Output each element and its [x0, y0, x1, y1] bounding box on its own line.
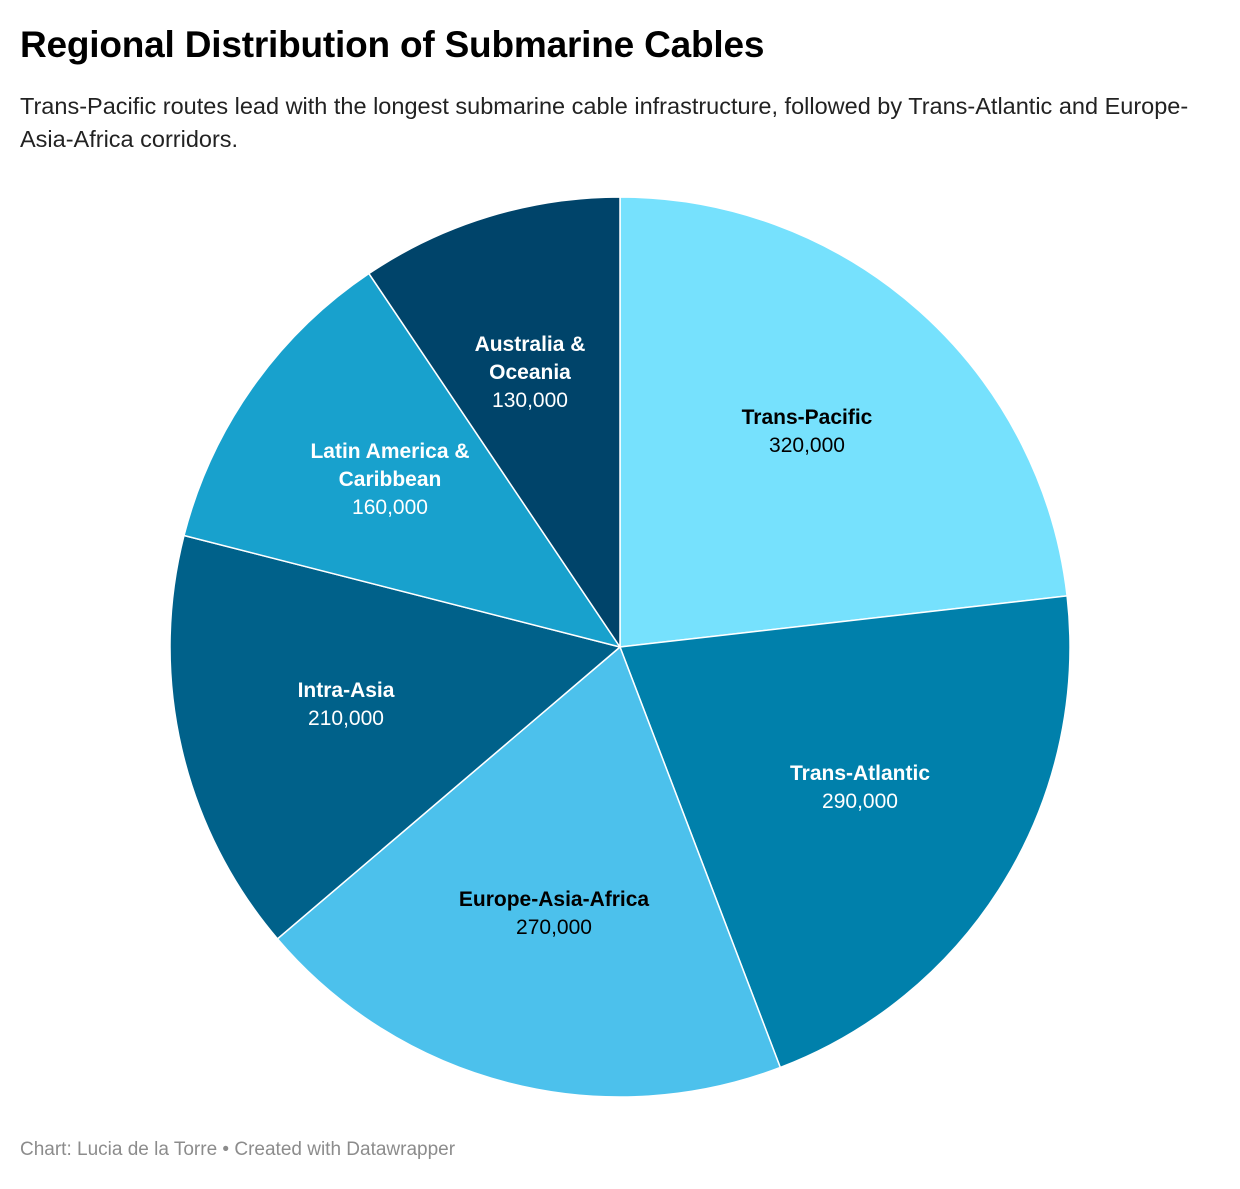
slice-name: Australia & [475, 333, 586, 356]
slice-name: Trans-Pacific [742, 406, 873, 429]
pie-slices [169, 196, 1071, 1098]
slice-label-latin-america-and-caribbean: Latin America & Caribbean 160,000 [310, 440, 469, 519]
slice-value: 290,000 [822, 790, 898, 813]
slice-value: 160,000 [352, 496, 428, 519]
slice-name: Intra-Asia [298, 679, 395, 702]
pie-slice-australia-and-oceania[interactable] [368, 196, 621, 648]
pie-slice-intra-asia[interactable] [169, 534, 621, 940]
slice-label-trans-atlantic: Trans-Atlantic 290,000 [790, 762, 930, 813]
slice-value: 320,000 [769, 434, 845, 457]
chart-credit: Chart: Lucia de la Torre • Created with … [20, 1139, 456, 1160]
slice-label-intra-asia: Intra-Asia 210,000 [298, 679, 395, 730]
slice-value: 210,000 [308, 707, 384, 730]
slice-name: Latin America & [310, 440, 469, 463]
chart-title: Regional Distribution of Submarine Cable… [20, 24, 765, 65]
pie-labels: Trans-Pacific 320,000 Trans-Atlantic 290,00… [298, 333, 931, 939]
slice-value: 130,000 [492, 389, 568, 412]
pie-slice-latin-america-and-caribbean[interactable] [183, 272, 621, 648]
chart-subtitle: Trans-Pacific routes lead with the longe… [20, 93, 1189, 152]
slice-name: Caribbean [339, 468, 442, 491]
slice-name: Trans-Atlantic [790, 762, 930, 785]
pie-slice-europe-asia-africa[interactable] [276, 646, 782, 1098]
pie-slice-trans-atlantic[interactable] [619, 595, 1071, 1069]
slice-label-europe-asia-africa: Europe-Asia-Africa 270,000 [459, 888, 650, 939]
slice-name: Oceania [489, 361, 571, 384]
pie-slice-trans-pacific[interactable] [619, 196, 1068, 648]
slice-label-australia-and-oceania: Australia & Oceania 130,000 [475, 333, 586, 412]
slice-name: Europe-Asia-Africa [459, 888, 650, 911]
slice-value: 270,000 [516, 916, 592, 939]
slice-label-trans-pacific: Trans-Pacific 320,000 [742, 406, 873, 457]
